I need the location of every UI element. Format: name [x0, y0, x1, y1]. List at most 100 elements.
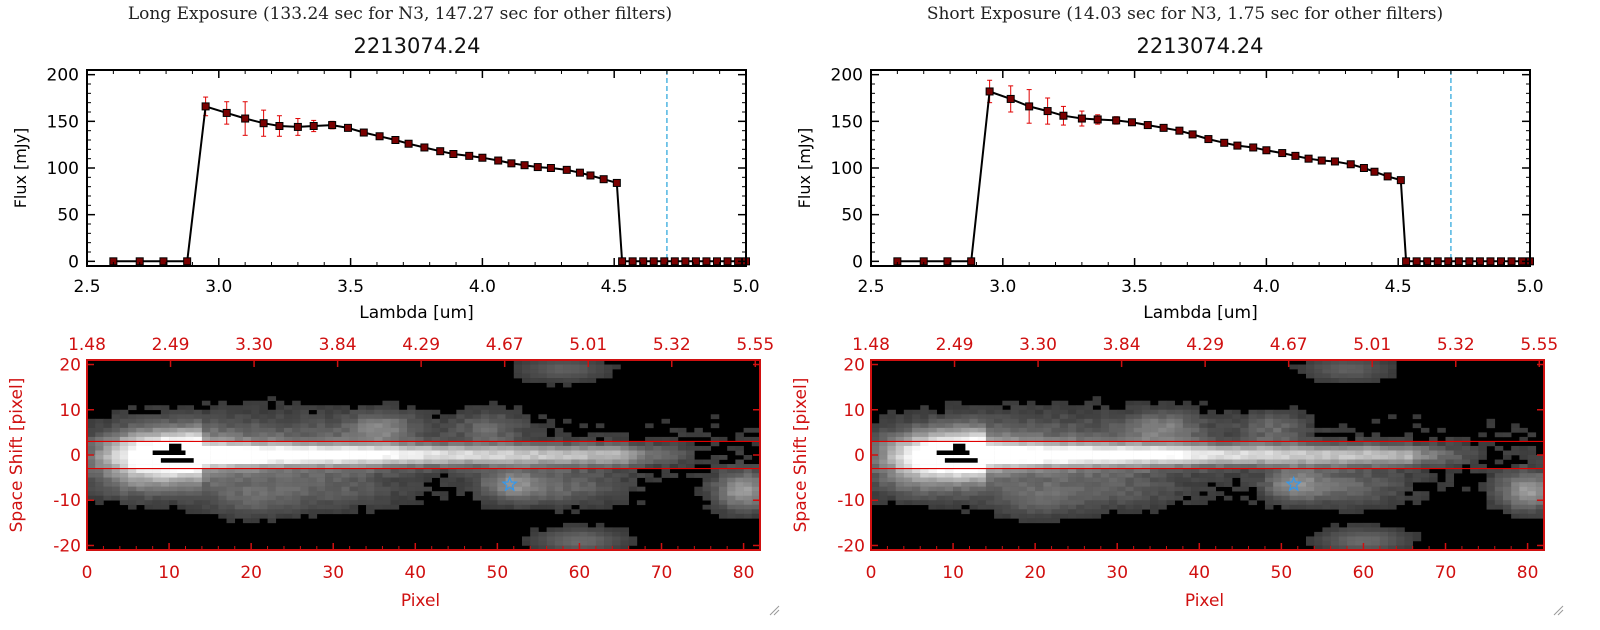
short-exposure-title: Short Exposure (14.03 sec for N3, 1.75 s…: [926, 4, 1444, 24]
data-point: [562, 165, 571, 174]
data-point: [533, 163, 542, 172]
data-point: [1475, 257, 1484, 266]
short-plot-title: 2213074.24: [1136, 34, 1264, 58]
data-point: [967, 257, 976, 266]
data-point: [449, 150, 458, 158]
y-tick-label: 0: [70, 446, 81, 466]
x-tick-label: 10: [158, 563, 180, 583]
top-tick-label: 5.55: [1520, 335, 1558, 355]
data-point: [275, 122, 284, 130]
x-tick-label: 3.0: [205, 277, 232, 297]
top-tick-label: 4.29: [402, 335, 440, 355]
x-tick-label: 50: [1271, 563, 1293, 583]
data-point: [1433, 257, 1442, 266]
data-point: [670, 257, 679, 266]
data-point: [375, 132, 384, 141]
x-tick-label: 80: [1517, 563, 1539, 583]
data-point: [985, 87, 994, 96]
top-tick-label: 1.48: [68, 335, 106, 355]
data-point: [1383, 172, 1392, 181]
data-point: [1454, 257, 1463, 266]
saturated-core: [160, 458, 194, 463]
x-tick-label: 0: [82, 563, 93, 583]
y-tick-label: 20: [59, 356, 81, 376]
star-marker-icon: [501, 475, 518, 492]
y-tick-label: -20: [837, 536, 865, 556]
data-point: [649, 257, 658, 266]
data-point: [1444, 257, 1453, 266]
data-point: [1143, 121, 1152, 130]
x-tick-label: 20: [240, 563, 262, 583]
x-tick-label: 0: [866, 563, 877, 583]
x-tick-label: 30: [322, 563, 344, 583]
x-tick-label: 20: [1024, 563, 1046, 583]
image-pixels: [871, 360, 1545, 551]
y-tick-label: 0: [852, 252, 863, 272]
data-point: [309, 122, 318, 130]
top-tick-label: 4.67: [1270, 335, 1308, 355]
y-tick-label: 10: [843, 401, 865, 421]
data-point: [436, 147, 445, 156]
x-tick-label: 40: [1188, 563, 1210, 583]
y-tick-label: -20: [53, 536, 81, 556]
data-point: [1423, 257, 1432, 266]
data-point: [1249, 143, 1258, 152]
flux-series-line: [113, 105, 746, 263]
data-point: [478, 153, 487, 162]
x-tick-label: 4.0: [1253, 277, 1280, 297]
top-tick-label: 2.49: [152, 335, 190, 355]
data-point: [1370, 167, 1379, 176]
data-point: [494, 156, 503, 165]
data-point: [1204, 135, 1213, 144]
x-tick-label: 50: [487, 563, 509, 583]
top-tick-label: 5.32: [653, 335, 691, 355]
data-point: [404, 139, 413, 148]
data-point: [660, 257, 669, 266]
data-point: [1402, 257, 1411, 266]
data-point: [575, 168, 584, 177]
x-axis-label: Pixel: [401, 591, 440, 611]
x-tick-label: 70: [651, 563, 673, 583]
data-point: [1486, 257, 1495, 266]
data-point: [628, 257, 637, 266]
resize-grip-icon[interactable]: [768, 604, 780, 616]
plot-frame: [870, 69, 1531, 267]
data-point: [639, 257, 648, 266]
x-tick-label: 2.5: [73, 277, 100, 297]
x-tick-label: 3.5: [337, 277, 364, 297]
data-point: [1359, 164, 1368, 172]
data-point: [943, 257, 952, 266]
top-tick-label: 5.01: [1353, 335, 1391, 355]
x-tick-label: 80: [733, 563, 755, 583]
top-tick-label: 1.48: [852, 335, 890, 355]
y-tick-label: -10: [53, 491, 81, 511]
data-point: [520, 161, 529, 170]
saturated-core: [169, 443, 182, 453]
y-axis-label: Space Shift [pixel]: [791, 378, 811, 533]
x-tick-label: 4.5: [601, 277, 628, 297]
top-tick-label: 3.84: [319, 335, 357, 355]
top-tick-label: 2.49: [936, 335, 974, 355]
top-tick-label: 3.30: [235, 335, 273, 355]
data-point: [1346, 160, 1355, 169]
data-point: [201, 102, 210, 111]
y-tick-label: 0: [68, 252, 79, 272]
y-tick-label: 150: [831, 112, 863, 132]
y-axis-label: Space Shift [pixel]: [7, 378, 27, 533]
saturated-core: [953, 443, 966, 453]
x-tick-label: 30: [1106, 563, 1128, 583]
data-point: [723, 257, 732, 266]
top-tick-label: 4.29: [1186, 335, 1224, 355]
data-point: [343, 123, 352, 132]
x-tick-label: 40: [404, 563, 426, 583]
long-exposure-title: Long Exposure (133.24 sec for N3, 147.27…: [127, 4, 673, 24]
data-point: [1330, 157, 1339, 166]
x-tick-label: 4.5: [1385, 277, 1412, 297]
top-tick-label: 5.55: [736, 335, 774, 355]
y-axis-label: Flux [mJy]: [795, 128, 814, 209]
resize-grip-icon[interactable]: [1552, 604, 1564, 616]
data-point: [1006, 94, 1015, 103]
data-point: [1262, 146, 1271, 155]
x-tick-label: 60: [1353, 563, 1375, 583]
